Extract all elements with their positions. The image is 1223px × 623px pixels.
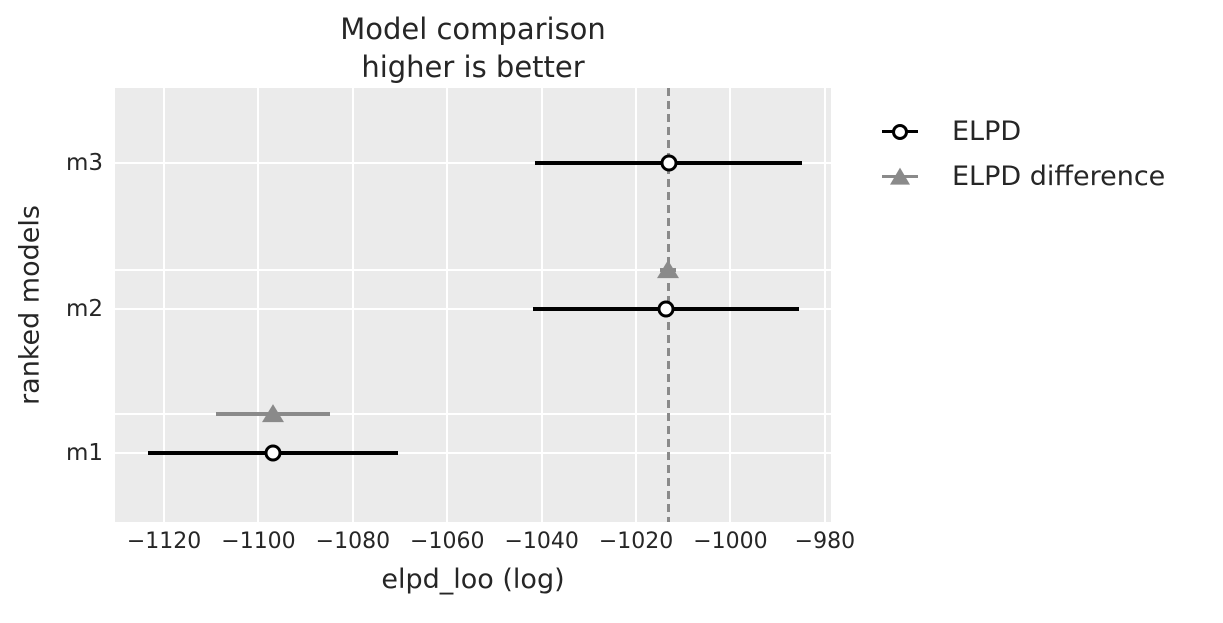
elpd-marker-m1 xyxy=(264,444,282,462)
x-tick-label: −1120 xyxy=(126,529,202,554)
elpd-legend-marker xyxy=(878,120,922,144)
x-axis-label: elpd_loo (log) xyxy=(381,564,565,595)
x-tick-label: −1000 xyxy=(693,529,768,554)
x-tick-label: −1020 xyxy=(598,529,674,554)
y-gridline xyxy=(115,412,831,415)
y-gridline xyxy=(115,451,831,454)
legend-label-elpd: ELPD xyxy=(952,116,1022,147)
plot-area xyxy=(115,88,831,522)
x-tick-label: −1040 xyxy=(504,529,579,554)
chart-title: Model comparison higher is better xyxy=(115,10,831,86)
elpd-difference-legend-marker xyxy=(878,165,922,189)
chart-title-line2: higher is better xyxy=(361,50,585,84)
elpd-diff-marker-m1 xyxy=(262,404,285,423)
x-gridline xyxy=(257,88,260,522)
triangle-icon xyxy=(890,167,910,185)
x-tick-label: −1080 xyxy=(315,529,391,554)
y-gridline xyxy=(115,268,831,271)
x-tick-label: −1100 xyxy=(221,529,296,554)
x-gridline xyxy=(163,88,166,522)
x-tick-label: −980 xyxy=(794,529,856,554)
x-tick-labels: −1120 −1100 −1080 −1060 −1040 −1020 −1000 −980 xyxy=(115,529,855,559)
x-tick-label: −1060 xyxy=(410,529,485,554)
y-tick-label-m3: m3 xyxy=(65,150,103,177)
y-tick-labels: m3 m2 m1 xyxy=(0,88,103,522)
y-tick-label-m1: m1 xyxy=(65,439,103,466)
y-tick-label-m2: m2 xyxy=(65,295,103,322)
elpd-marker-m3 xyxy=(660,154,678,172)
x-gridline xyxy=(635,88,638,522)
legend-label-elpd-difference: ELPD difference xyxy=(952,161,1166,192)
x-gridline xyxy=(823,88,826,522)
y-gridline xyxy=(115,307,831,310)
legend: ELPD ELPD difference xyxy=(878,109,1165,199)
x-gridline xyxy=(729,88,732,522)
x-gridline xyxy=(351,88,354,522)
open-circle-icon xyxy=(892,123,908,140)
y-gridline xyxy=(115,162,831,165)
elpd-diff-marker-m2 xyxy=(656,259,679,278)
chart-title-line1: Model comparison xyxy=(340,12,606,46)
legend-item-elpd: ELPD xyxy=(878,109,1165,154)
legend-item-elpd-difference: ELPD difference xyxy=(878,154,1165,199)
elpd-marker-m2 xyxy=(657,300,675,318)
x-gridline xyxy=(540,88,543,522)
x-gridline xyxy=(446,88,449,522)
